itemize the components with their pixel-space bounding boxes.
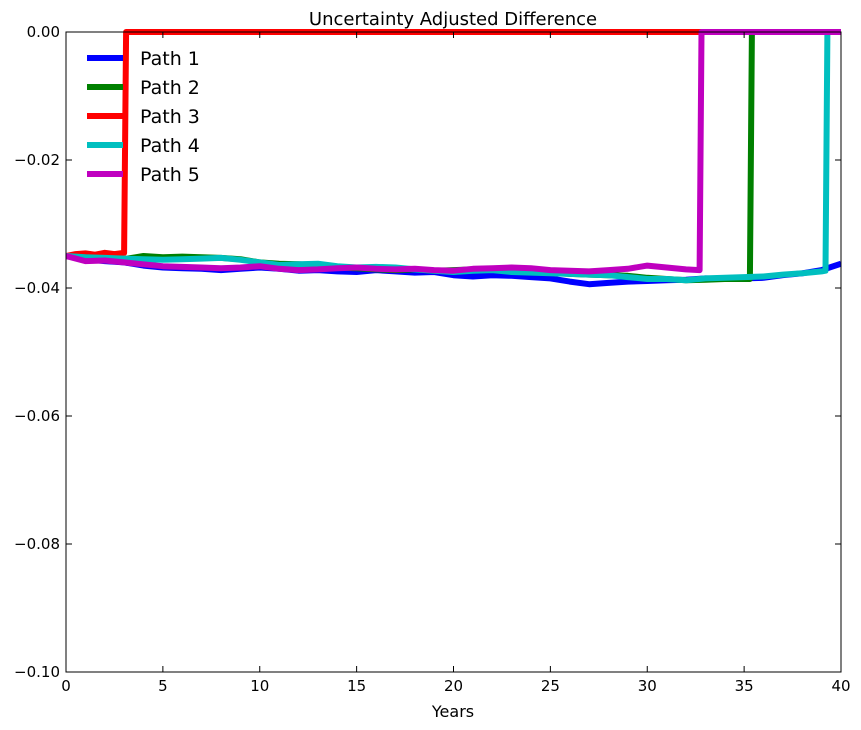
chart-title: Uncertainty Adjusted Difference [309,9,597,30]
x-tick-label: 35 [735,677,754,695]
x-tick-label: 15 [347,677,366,695]
y-tick-label: −0.06 [14,407,60,425]
legend-label: Path 2 [140,77,200,99]
legend-item-path-4: Path 4 [87,135,200,157]
y-tick-label: −0.08 [14,535,60,553]
x-tick-label: 20 [444,677,463,695]
y-axis: 0.00 −0.02 −0.04 −0.06 −0.08 −0.10 [14,23,841,681]
legend-label: Path 3 [140,106,200,128]
legend-label: Path 1 [140,48,200,70]
x-tick-label: 30 [638,677,657,695]
plot-area [65,29,842,673]
y-tick-label: −0.10 [14,663,60,681]
x-tick-label: 0 [61,677,71,695]
plot-frame [65,31,842,673]
y-tick-label: −0.04 [14,279,60,297]
y-tick-label: 0.00 [27,23,60,41]
x-tick-label: 40 [831,677,850,695]
legend-item-path-1: Path 1 [87,48,200,70]
x-tick-label: 10 [250,677,269,695]
legend-item-path-2: Path 2 [87,77,200,99]
legend-label: Path 5 [140,164,200,186]
legend: Path 1 Path 2 Path 3 Path 4 Path 5 [87,48,200,186]
series-lines [66,29,841,288]
x-axis-label: Years [431,702,474,721]
legend-item-path-5: Path 5 [87,164,200,186]
x-tick-label: 5 [158,677,168,695]
y-tick-label: −0.02 [14,151,60,169]
x-axis: 0 5 10 15 20 25 30 35 40 [61,32,851,695]
legend-label: Path 4 [140,135,200,157]
series-line-path-5 [66,29,841,275]
x-tick-label: 25 [541,677,560,695]
legend-item-path-3: Path 3 [87,106,200,128]
